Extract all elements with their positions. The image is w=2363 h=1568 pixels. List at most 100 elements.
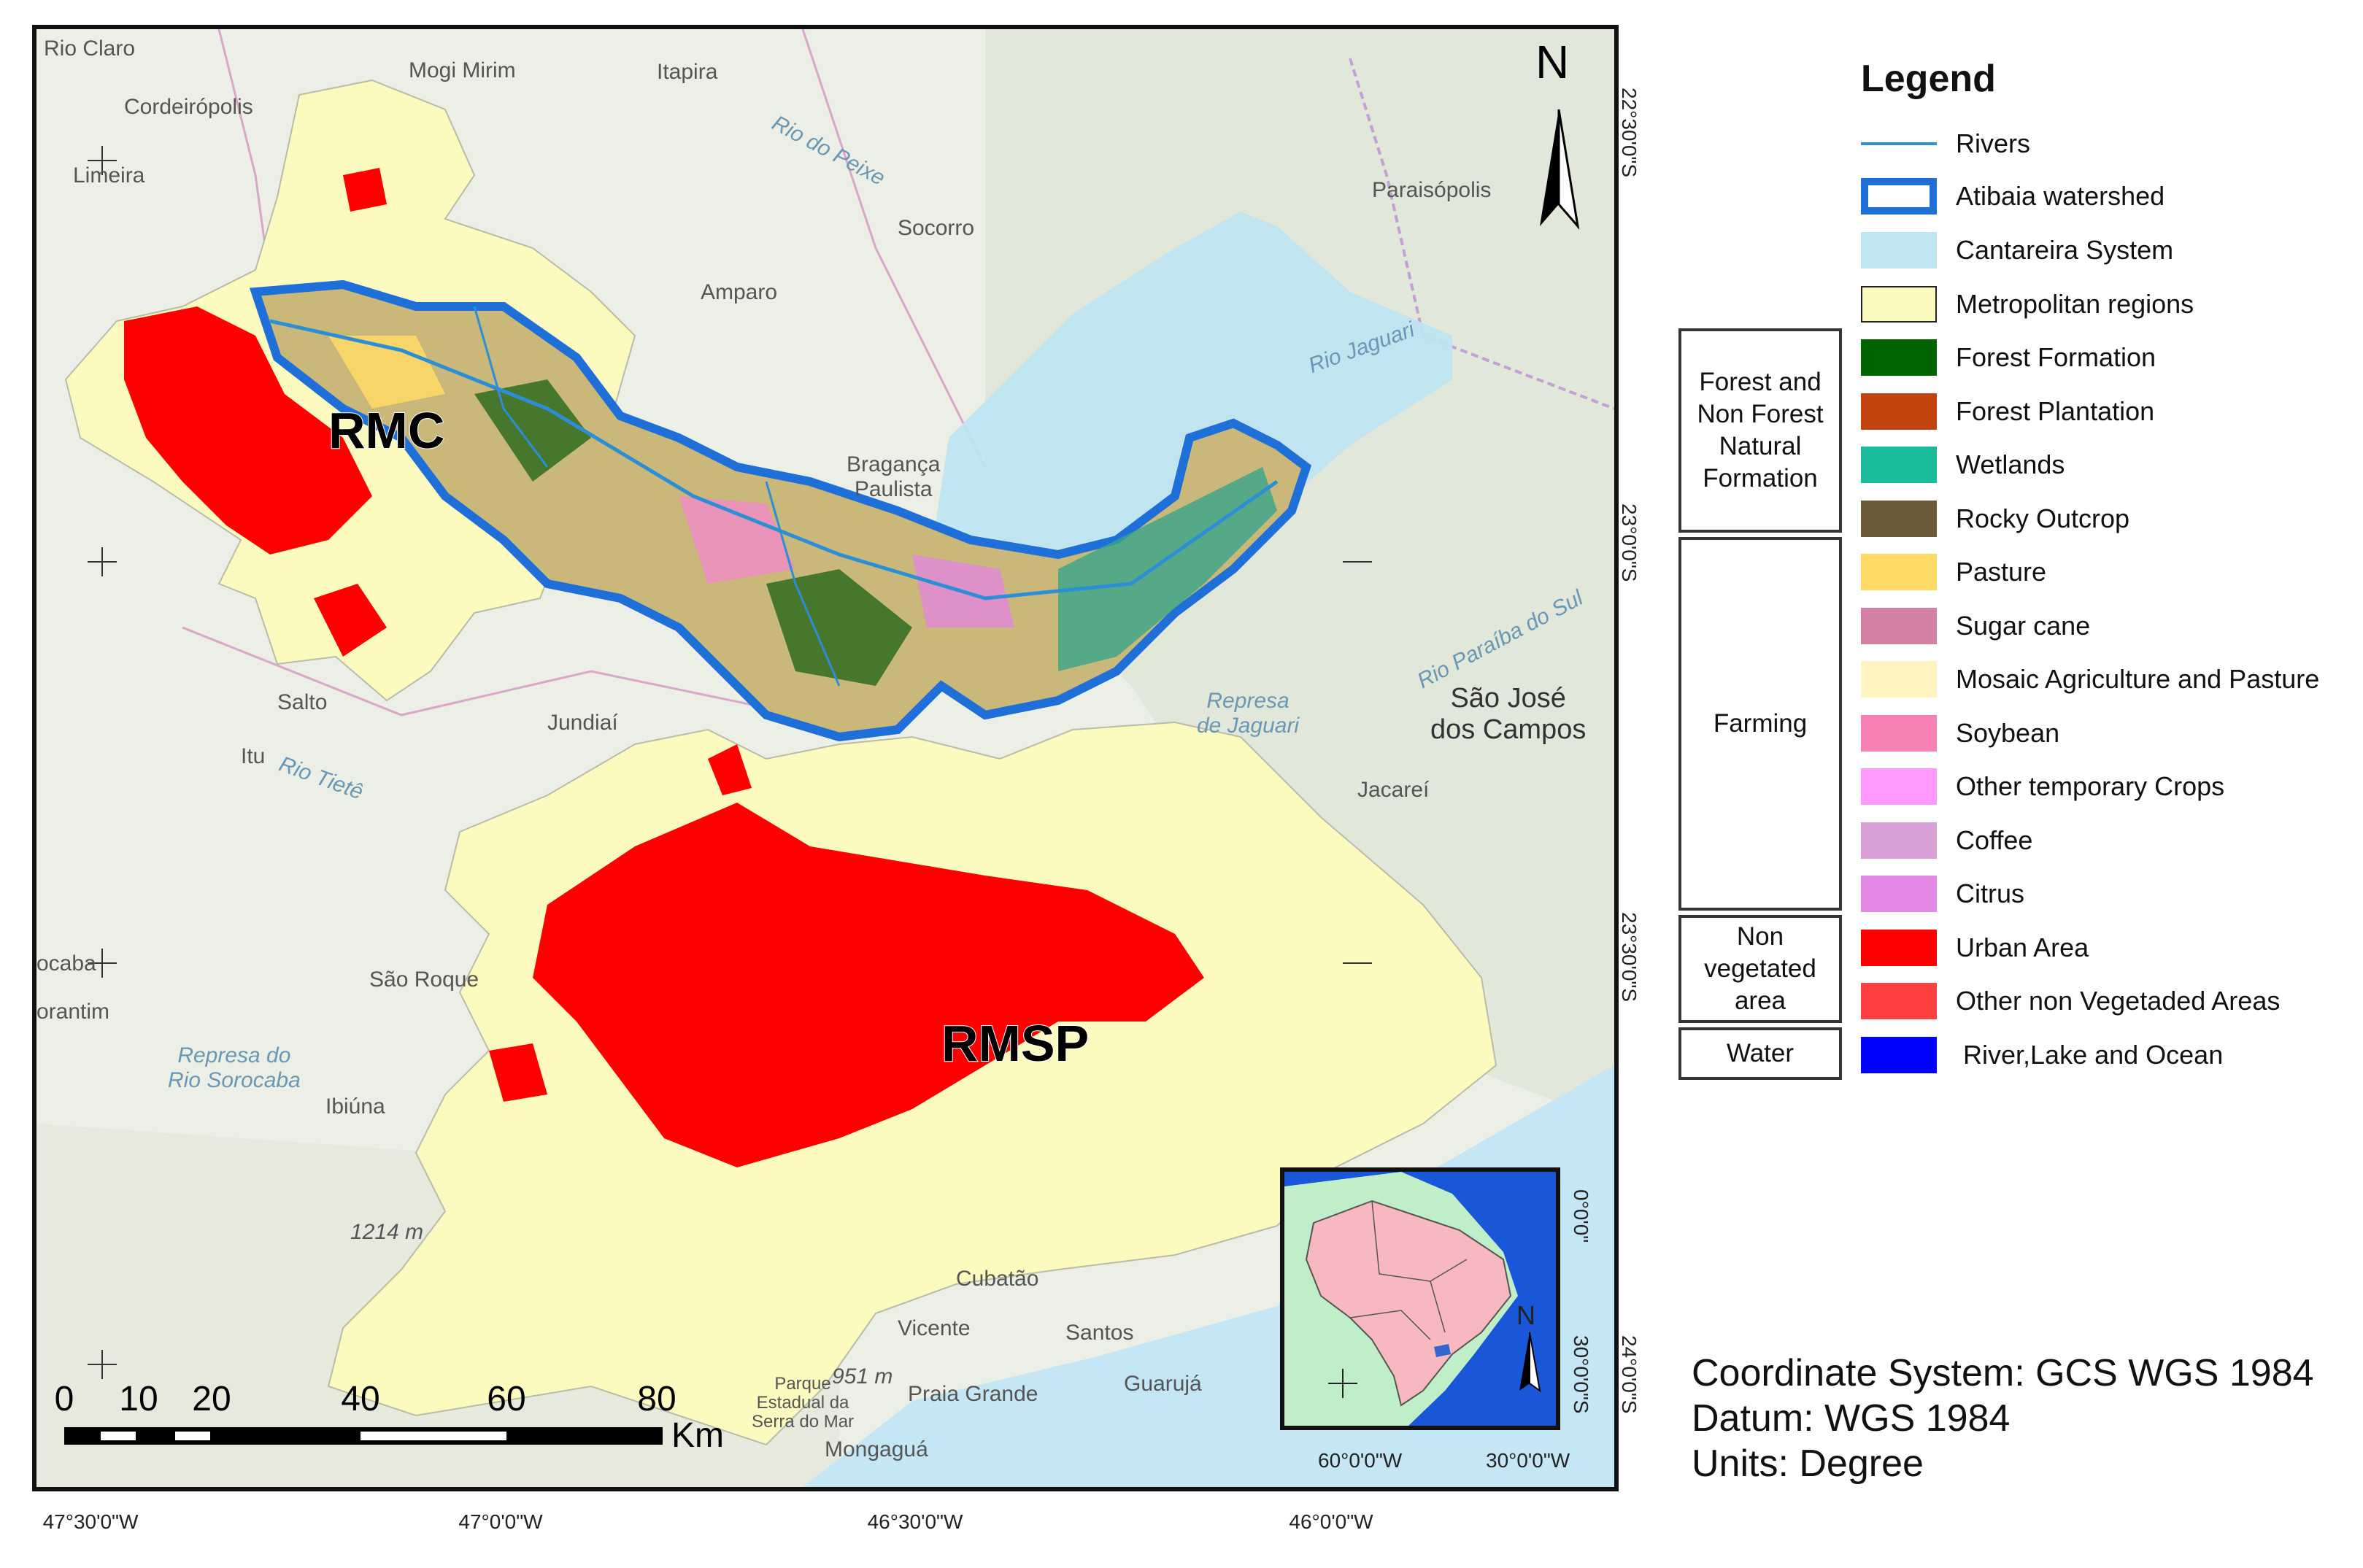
place-label-mogi-mirim: Mogi Mirim	[409, 58, 516, 82]
place-label-jacarei: Jacareí	[1357, 778, 1430, 802]
legend-swatch	[1861, 339, 1937, 376]
legend-group-forest: Forest and Non Forest Natural Formation	[1678, 328, 1842, 533]
place-label-sao-vicente: Vicente	[898, 1316, 971, 1340]
legend-item-sugar-cane: Sugar cane	[1861, 605, 2090, 647]
river	[269, 319, 1279, 600]
legend-swatch	[1861, 715, 1937, 752]
urban-area	[533, 803, 1204, 1167]
legend-item-urban: Urban Area	[1861, 927, 2089, 969]
legend-item-water: River,Lake and Ocean	[1861, 1034, 2223, 1076]
graticule-cross	[88, 146, 1372, 1379]
lon-tick-label: 47°0'0"W	[458, 1510, 543, 1533]
legend-swatch	[1861, 447, 1937, 483]
north-arrow-label: N	[1535, 36, 1570, 88]
inset-lat-label: 0°0'0"	[1570, 1189, 1592, 1243]
place-label-itapira: Itapira	[657, 60, 718, 84]
legend-item-wetlands: Wetlands	[1861, 444, 2065, 486]
legend-label: Forest Formation	[1956, 342, 2156, 372]
place-label-cordeiropolis: Cordeirópolis	[124, 95, 253, 119]
place-label-salto: Salto	[277, 690, 328, 714]
legend-label: Sugar cane	[1956, 611, 2091, 641]
map-canvas[interactable]	[36, 29, 1614, 1487]
legend-swatch	[1861, 822, 1937, 859]
legend-label: Cantareira System	[1956, 235, 2174, 265]
scale-tick-label: 60	[487, 1380, 526, 1418]
inset-state-borders	[1349, 1200, 1468, 1340]
legend-swatch	[1861, 876, 1937, 912]
legend-swatch	[1861, 1037, 1937, 1073]
legend-swatch	[1861, 554, 1937, 590]
place-label-sao-jose: São José dos Campos	[1430, 683, 1587, 745]
legend-label: Coffee	[1956, 825, 2033, 855]
scale-tick-label: 10	[119, 1380, 158, 1418]
lat-tick-label: 24°0'0"S	[1618, 1335, 1641, 1414]
legend-label: Mosaic Agriculture and Pasture	[1956, 664, 2320, 694]
elevation-label-1214: 1214 m	[350, 1220, 424, 1244]
lat-tick-label: 23°30'0"S	[1618, 912, 1641, 1003]
inset-lon-label: 30°0'0"W	[1486, 1449, 1570, 1472]
legend-item-other-nonveg: Other non Vegetaded Areas	[1861, 980, 2280, 1022]
inset-north-label: N	[1516, 1300, 1535, 1330]
inset-canvas	[1284, 1172, 1556, 1426]
place-label-mongagua: Mongaguá	[825, 1437, 928, 1461]
river	[765, 481, 841, 687]
legend-item-rivers: Rivers	[1861, 123, 2030, 165]
scale-tick-label: 40	[341, 1380, 380, 1418]
legend-group-farming: Farming	[1678, 537, 1842, 911]
water-label-represa-jaguari: Represa de Jaguari	[1197, 689, 1300, 738]
legend-item-cantareira: Cantareira System	[1861, 229, 2173, 271]
scale-tick-label: 20	[192, 1380, 231, 1418]
scale-unit: Km	[671, 1416, 724, 1455]
inset-north-arrow	[1519, 1332, 1541, 1393]
lon-tick-label: 46°30'0"W	[867, 1510, 963, 1533]
lat-tick-label: 22°30'0"S	[1618, 88, 1641, 178]
road	[801, 29, 987, 468]
place-label-votorantim: orantim	[36, 1000, 110, 1024]
legend-item-soybean: Soybean	[1861, 712, 2059, 754]
inset-brazil	[1305, 1200, 1512, 1407]
lat-tick-label: 23°0'0"S	[1618, 503, 1641, 582]
legend-swatch	[1861, 608, 1937, 644]
legend-label: Atibaia watershed	[1956, 181, 2165, 211]
legend-item-pasture: Pasture	[1861, 551, 2046, 593]
inset-map[interactable]: N	[1280, 1167, 1560, 1430]
inset-study-area	[1434, 1344, 1451, 1357]
watershed-soy-patch	[679, 496, 795, 584]
legend-label: River,Lake and Ocean	[1963, 1040, 2224, 1070]
place-label-cubatao: Cubatão	[956, 1267, 1039, 1291]
info-datum: Datum: WGS 1984	[1692, 1397, 2011, 1440]
legend-item-metropolitan: Metropolitan regions	[1861, 283, 2194, 325]
legend-group-water: Water	[1678, 1027, 1842, 1080]
place-label-praia-grande: Praia Grande	[908, 1382, 1038, 1406]
urban-area	[314, 584, 387, 657]
map-frame[interactable]: Rio Claro Mogi Mirim Itapira Cordeirópol…	[32, 25, 1619, 1491]
place-label-sorocaba: ocaba	[36, 951, 96, 976]
road	[182, 626, 767, 717]
legend-swatch	[1861, 393, 1937, 430]
legend-swatch	[1861, 930, 1937, 966]
info-units: Units: Degree	[1692, 1443, 1924, 1485]
scale-tick-label: 0	[54, 1380, 74, 1418]
legend-label: Forest Plantation	[1956, 396, 2155, 426]
legend-swatch-atibaia	[1861, 178, 1937, 215]
place-label-socorro: Socorro	[898, 216, 975, 240]
legend-label: Rocky Outcrop	[1956, 503, 2130, 533]
region-label-rmsp: RMSP	[941, 1014, 1090, 1073]
legend-label: Pasture	[1956, 557, 2047, 587]
legend-label: Urban Area	[1956, 932, 2089, 962]
elevation-label-951: 951 m	[832, 1364, 893, 1389]
legend-group-nonveg: Non vegetated area	[1678, 915, 1842, 1023]
cantareira-system	[934, 212, 1452, 555]
legend-swatch-rivers	[1861, 142, 1937, 145]
legend-item-coffee: Coffee	[1861, 819, 2032, 862]
watershed-pasture-patch	[328, 336, 445, 409]
inset-graticule	[1328, 1369, 1357, 1398]
legend-swatch	[1861, 768, 1937, 805]
info-coordinate-system: Coordinate System: GCS WGS 1984	[1692, 1352, 2314, 1394]
north-arrow	[1540, 109, 1580, 230]
urban-area	[489, 1043, 547, 1102]
legend-item-forest-formation: Forest Formation	[1861, 336, 2156, 379]
legend-item-forest-plantation: Forest Plantation	[1861, 390, 2154, 433]
region-label-rmc: RMC	[328, 401, 445, 460]
lon-tick-label: 47°30'0"W	[42, 1510, 139, 1533]
